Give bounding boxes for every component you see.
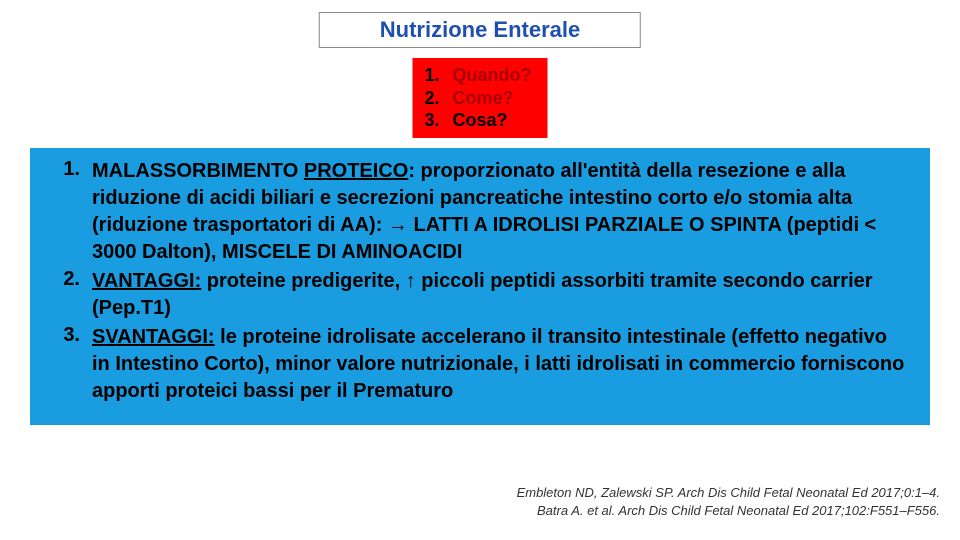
- main-list-item: 3.SVANTAGGI: le proteine idrolisate acce…: [50, 324, 910, 405]
- questions-box: 1. Quando? 2. Come? 3. Cosa?: [413, 58, 548, 138]
- question-label: Quando?: [453, 64, 532, 87]
- underlined-term: PROTEICO: [304, 160, 408, 182]
- citation-line: Batra A. et al. Arch Dis Child Fetal Neo…: [517, 502, 940, 520]
- question-number: 3.: [425, 109, 443, 132]
- main-item-number: 2.: [50, 268, 80, 322]
- question-row: 2. Come?: [425, 87, 532, 110]
- main-item-text: SVANTAGGI: le proteine idrolisate accele…: [92, 324, 910, 405]
- main-item-number: 1.: [50, 158, 80, 266]
- main-item-text: VANTAGGI: proteine predigerite, ↑ piccol…: [92, 268, 910, 322]
- question-number: 1.: [425, 64, 443, 87]
- main-list-item: 2.VANTAGGI: proteine predigerite, ↑ picc…: [50, 268, 910, 322]
- slide-title: Nutrizione Enterale: [380, 17, 580, 42]
- main-item-text: MALASSORBIMENTO PROTEICO: proporzionato …: [92, 158, 910, 266]
- question-row: 1. Quando?: [425, 64, 532, 87]
- main-content-box: 1.MALASSORBIMENTO PROTEICO: proporzionat…: [30, 148, 930, 425]
- question-row: 3. Cosa?: [425, 109, 532, 132]
- main-list-item: 1.MALASSORBIMENTO PROTEICO: proporzionat…: [50, 158, 910, 266]
- underlined-term: SVANTAGGI:: [92, 326, 215, 348]
- citation-line: Embleton ND, Zalewski SP. Arch Dis Child…: [517, 484, 940, 502]
- title-box: Nutrizione Enterale: [319, 12, 641, 48]
- main-item-number: 3.: [50, 324, 80, 405]
- underlined-term: VANTAGGI:: [92, 270, 201, 292]
- question-number: 2.: [425, 87, 443, 110]
- question-label: Cosa?: [453, 109, 508, 132]
- question-label: Come?: [453, 87, 514, 110]
- citations: Embleton ND, Zalewski SP. Arch Dis Child…: [517, 484, 940, 520]
